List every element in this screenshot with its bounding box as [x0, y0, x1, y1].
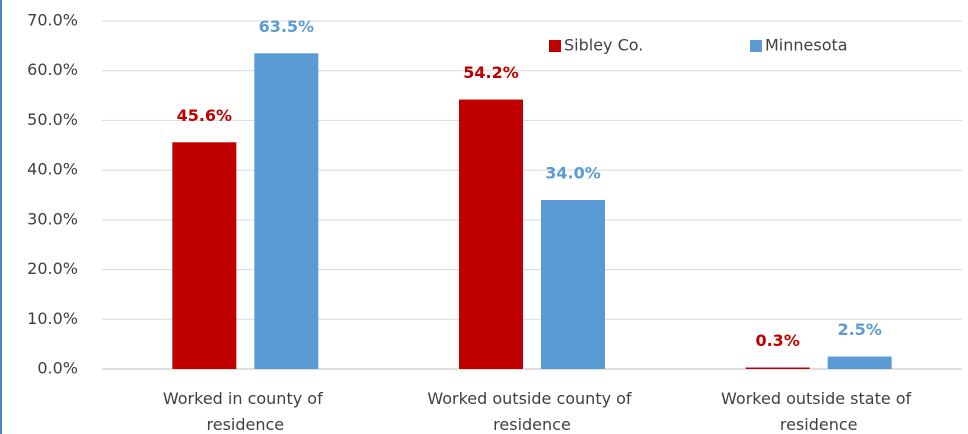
y-tick-label: 50.0%: [27, 110, 78, 129]
y-tick-label: 20.0%: [27, 259, 78, 278]
legend-swatch: [750, 40, 762, 52]
legend-label: Sibley Co.: [564, 36, 643, 55]
value-label: 34.0%: [545, 163, 601, 182]
bar: [541, 199, 605, 369]
y-tick-label: 30.0%: [27, 209, 78, 228]
value-label: 63.5%: [259, 17, 315, 36]
y-tick-label: 70.0%: [27, 11, 78, 30]
value-label: 54.2%: [463, 63, 519, 82]
value-label: 0.3%: [755, 331, 799, 350]
y-tick-label: 10.0%: [27, 309, 78, 328]
bar: [745, 367, 810, 369]
bar: [459, 99, 523, 369]
bar: [172, 142, 237, 369]
bar: [254, 53, 319, 370]
bar: [827, 356, 892, 369]
legend-swatch: [549, 40, 561, 52]
value-label: 45.6%: [177, 106, 233, 125]
y-tick-label: 40.0%: [27, 160, 78, 179]
x-tick-label: Worked in county of residence: [163, 389, 328, 434]
x-tick-label: Worked outside state of residence: [721, 389, 916, 434]
x-tick-label: Worked outside county of residence: [427, 389, 636, 434]
value-label: 2.5%: [837, 320, 881, 339]
y-tick-label: 0.0%: [37, 359, 78, 378]
y-tick-label: 60.0%: [27, 60, 78, 79]
legend-label: Minnesota: [765, 36, 848, 55]
